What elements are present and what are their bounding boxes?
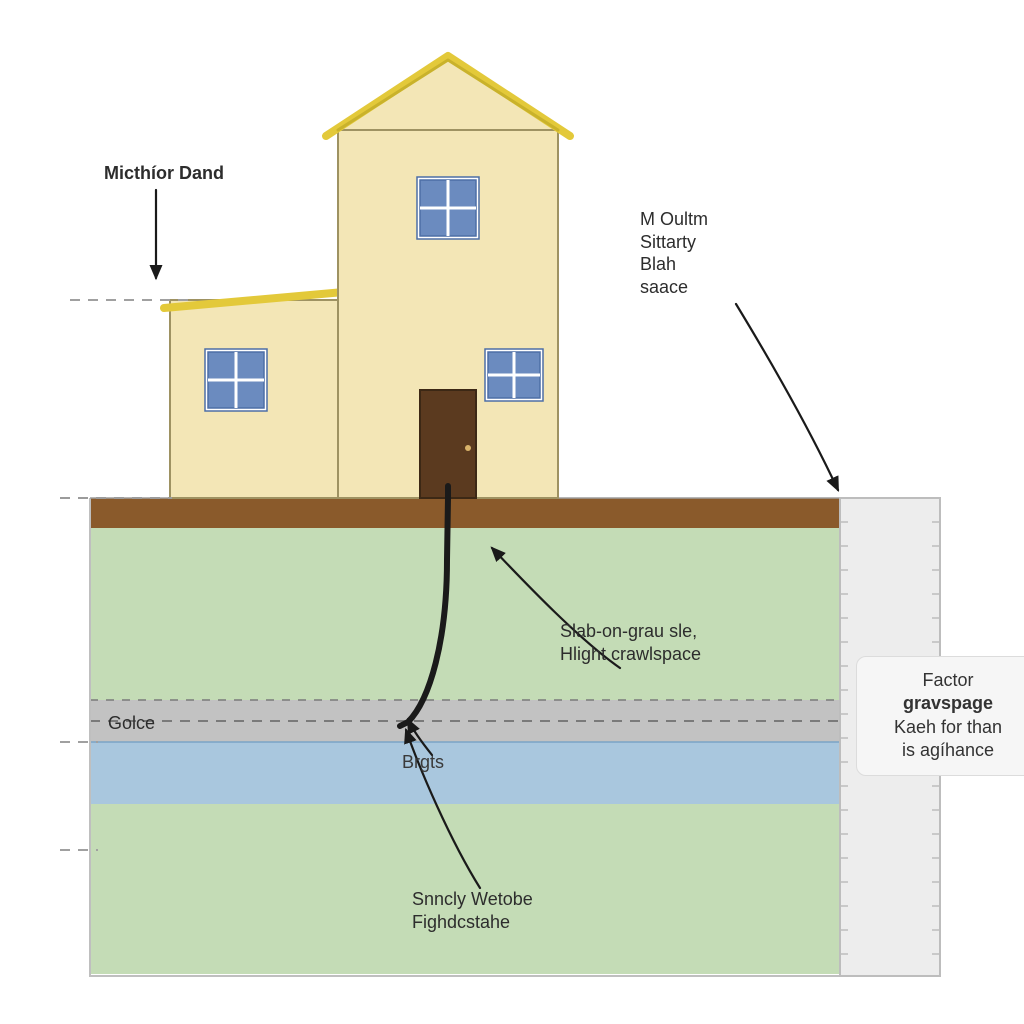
callout-line2: gravspage <box>873 692 1023 715</box>
label-right-top-1: M Oultm <box>640 208 708 231</box>
label-top-left: Micthíor Dand <box>104 162 224 185</box>
callout-line1: Factor <box>873 669 1023 692</box>
label-golce: Golce <box>108 712 155 735</box>
label-bottom-line2: Fighdcstahe <box>412 911 533 934</box>
label-slab-line1: Slab-on-grau sle, <box>560 620 701 643</box>
callout-line3: Kaeh for than <box>873 716 1023 739</box>
door-knob-icon <box>465 445 471 451</box>
label-bottom-line1: Snncly Wetobe <box>412 888 533 911</box>
door <box>420 390 476 498</box>
stratum-soil-upper <box>90 528 840 700</box>
window <box>417 177 479 239</box>
diagram-svg: Brgts <box>0 0 1024 1024</box>
label-right-top-4: saace <box>640 276 708 299</box>
window <box>485 349 543 401</box>
house <box>164 56 570 498</box>
window <box>205 349 267 411</box>
diagram-stage: Brgts Micthíor Dand M Oultm Sittarty Bla… <box>0 0 1024 1024</box>
house-roof <box>338 60 558 130</box>
label-brgts: Brgts <box>402 752 444 772</box>
arrow-right-top <box>736 304 838 490</box>
callout-box: Factor gravspage Kaeh for than is agíhan… <box>856 656 1024 776</box>
label-right-top: M Oultm Sittarty Blah saace <box>640 208 708 298</box>
label-bottom: Snncly Wetobe Fighdcstahe <box>412 888 533 933</box>
label-slab-line2: Hlight crawlspace <box>560 643 701 666</box>
stratum-water <box>90 742 840 804</box>
slab-label-inline: Brgts <box>402 752 444 772</box>
label-right-top-3: Blah <box>640 253 708 276</box>
label-right-top-2: Sittarty <box>640 231 708 254</box>
label-slab: Slab-on-grau sle, Hlight crawlspace <box>560 620 701 665</box>
callout-line4: is agíhance <box>873 739 1023 762</box>
stratum-topsoil <box>90 498 840 528</box>
